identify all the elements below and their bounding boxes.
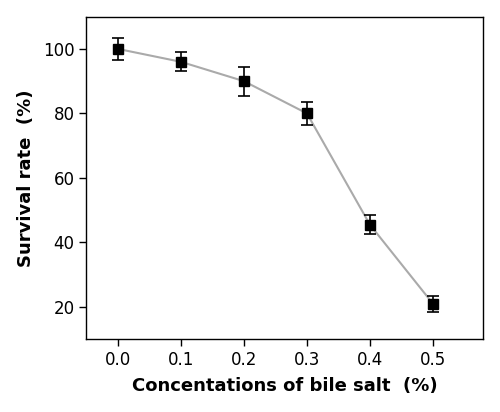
Y-axis label: Survival rate  (%): Survival rate (%): [16, 89, 34, 267]
X-axis label: Concentations of bile salt  (%): Concentations of bile salt (%): [132, 377, 438, 396]
